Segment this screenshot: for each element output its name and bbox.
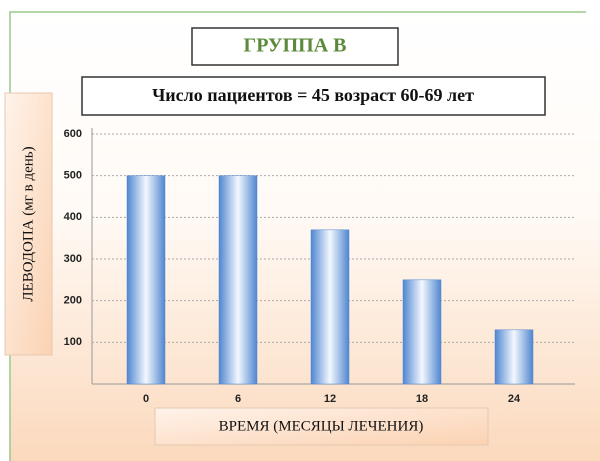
y-tick-label: 100	[64, 336, 82, 348]
bar	[126, 175, 166, 385]
x-axis-label: ВРЕМЯ (МЕСЯЦЫ ЛЕЧЕНИЯ)	[219, 418, 424, 434]
title-box	[191, 27, 399, 66]
subtitle-box	[81, 76, 546, 116]
y-tick-label: 300	[64, 253, 82, 265]
chart-title: ГРУППА В	[243, 35, 346, 57]
bar	[402, 279, 442, 385]
y-label-box	[4, 92, 53, 356]
chart-subtitle: Число пациентов = 45 возраст 60-69 лет	[152, 85, 474, 105]
bar	[494, 329, 534, 385]
x-tick-label: 12	[324, 393, 336, 405]
y-tick-label: 500	[64, 170, 82, 182]
x-tick-label: 18	[416, 393, 428, 405]
x-tick-label: 0	[143, 393, 149, 405]
x-label-box	[154, 407, 489, 446]
y-tick-label: 200	[64, 295, 82, 307]
bar	[310, 229, 350, 385]
y-tick-label: 600	[64, 128, 82, 140]
y-axis-label: ЛЕВОДОПА (мг в день)	[20, 146, 36, 301]
x-tick-label: 6	[235, 393, 241, 405]
x-tick-label: 24	[508, 393, 521, 405]
y-tick-label: 400	[64, 211, 82, 223]
bar	[218, 175, 258, 385]
